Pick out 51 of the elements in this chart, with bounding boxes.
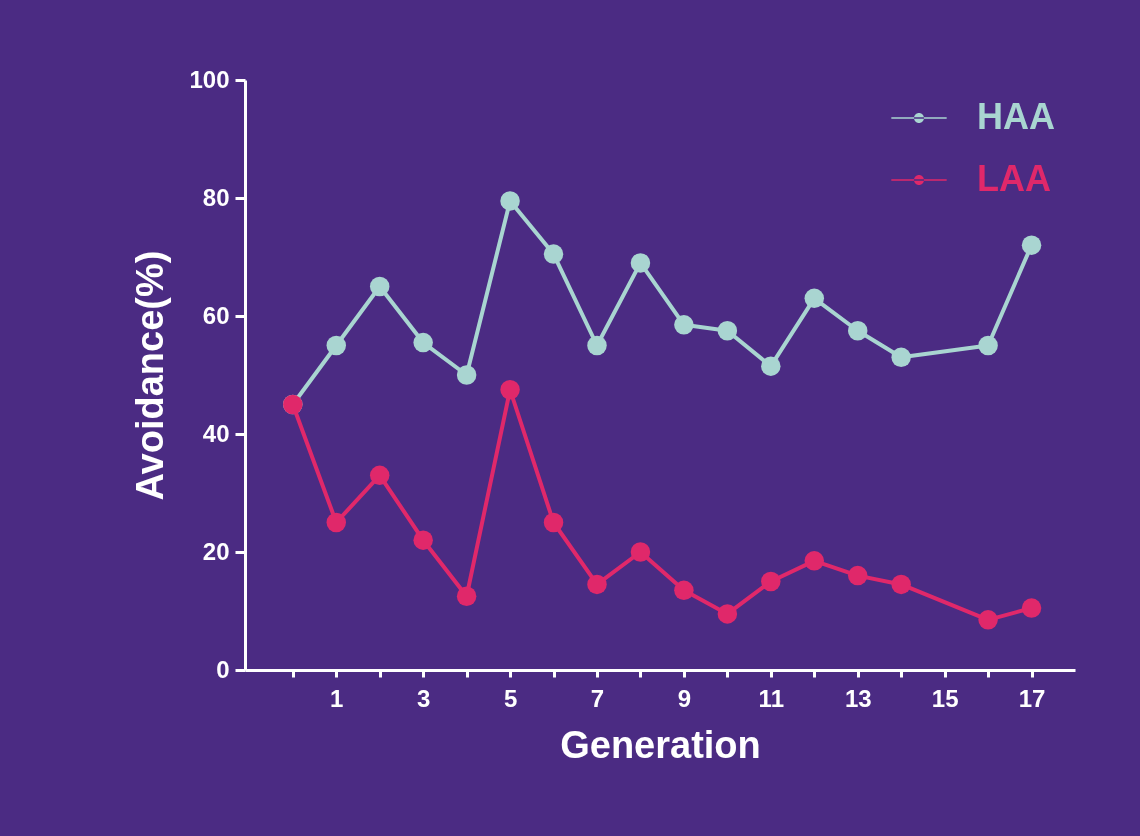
- legend-label: LAA: [977, 158, 1051, 199]
- point: [500, 380, 520, 400]
- point: [978, 610, 998, 630]
- y-axis-title: Avoidance(%): [129, 250, 172, 501]
- x-tick-label: 15: [931, 684, 959, 712]
- point: [1021, 598, 1042, 618]
- x-tick-label: 11: [758, 684, 784, 712]
- point: [587, 335, 607, 356]
- point: [500, 191, 520, 211]
- point: [413, 530, 433, 550]
- legend-label: HAA: [977, 96, 1055, 137]
- x-tick-label: 13: [844, 684, 872, 712]
- point: [369, 276, 390, 297]
- point: [847, 565, 868, 586]
- point: [717, 604, 738, 624]
- x-tick-label: 1: [330, 684, 344, 712]
- y-tick-label: 80: [202, 183, 230, 211]
- point: [630, 253, 651, 273]
- point: [978, 335, 998, 356]
- point: [761, 356, 781, 376]
- point: [847, 321, 868, 341]
- y-tick-label: 0: [216, 655, 230, 683]
- point: [717, 321, 738, 341]
- point: [587, 574, 607, 595]
- point: [674, 315, 694, 335]
- x-tick-label: 3: [416, 684, 431, 712]
- point: [891, 347, 911, 368]
- point: [804, 288, 825, 309]
- point: [1021, 235, 1042, 255]
- point: [456, 586, 477, 606]
- point: [891, 574, 911, 595]
- y-tick-label: 60: [202, 301, 230, 329]
- point: [761, 571, 781, 592]
- x-tick-label: 7: [590, 684, 605, 712]
- y-tick-label: 40: [202, 419, 230, 447]
- x-axis-title: Generation: [560, 723, 761, 766]
- point: [543, 512, 564, 533]
- point: [326, 512, 346, 533]
- point: [413, 332, 433, 353]
- x-tick-label: 9: [677, 684, 692, 712]
- point: [543, 244, 564, 264]
- y-tick-label: 100: [189, 65, 230, 93]
- point: [456, 365, 477, 385]
- x-tick-label: 17: [1018, 684, 1046, 712]
- point: [369, 465, 390, 486]
- point: [630, 542, 651, 562]
- point: [674, 580, 694, 601]
- point: [804, 551, 825, 571]
- point: [326, 335, 346, 356]
- y-tick-label: 20: [202, 537, 230, 565]
- x-tick-label: 5: [503, 684, 518, 712]
